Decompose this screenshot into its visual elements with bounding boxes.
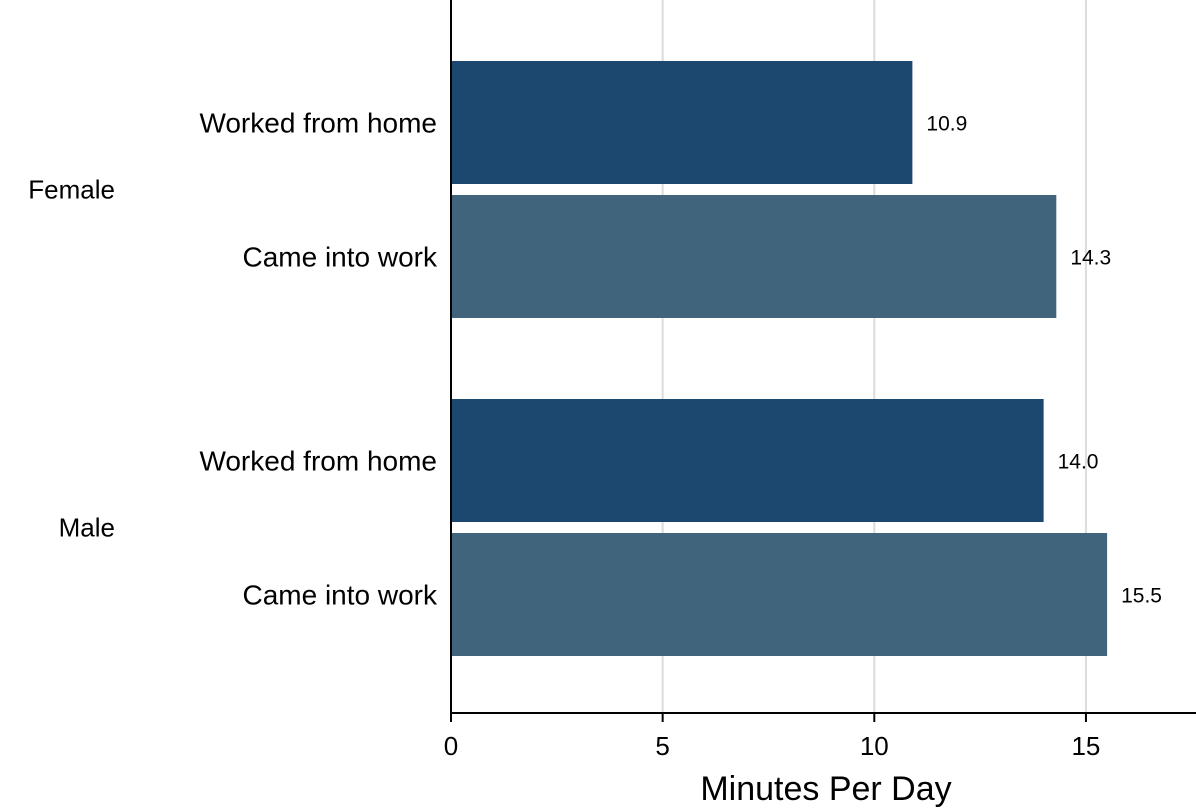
- x-tick-label-5: 5: [655, 731, 669, 761]
- bar-female-came-into-work: [451, 195, 1057, 318]
- x-tick-label-10: 10: [860, 731, 889, 761]
- category-label-male-came-into-work: Came into work: [242, 580, 438, 611]
- x-axis-title: Minutes Per Day: [700, 770, 951, 808]
- value-labels: 10.9 14.3 14.0 15.5: [926, 113, 1162, 608]
- bar-male-came-into-work: [451, 533, 1108, 656]
- x-tick-label-15: 15: [1071, 731, 1100, 761]
- x-tick-label-0: 0: [444, 731, 458, 761]
- bars: [451, 61, 1108, 656]
- category-label-female-worked-from-home: Worked from home: [199, 108, 437, 139]
- bar-male-worked-from-home: [451, 399, 1044, 522]
- category-labels: Worked from home Came into work Worked fro…: [199, 108, 438, 611]
- value-label-male-came-into-work: 15.5: [1121, 585, 1162, 608]
- group-label-female: Female: [28, 175, 115, 205]
- group-label-male: Male: [59, 513, 115, 543]
- bar-female-worked-from-home: [451, 61, 913, 184]
- category-label-male-worked-from-home: Worked from home: [199, 446, 437, 477]
- value-label-female-worked-from-home: 10.9: [926, 113, 967, 136]
- category-label-female-came-into-work: Came into work: [242, 242, 438, 273]
- x-ticks: 0 5 10 15: [444, 713, 1100, 761]
- value-label-female-came-into-work: 14.3: [1070, 247, 1111, 270]
- group-labels: Female Male: [28, 175, 115, 543]
- value-label-male-worked-from-home: 14.0: [1058, 451, 1099, 474]
